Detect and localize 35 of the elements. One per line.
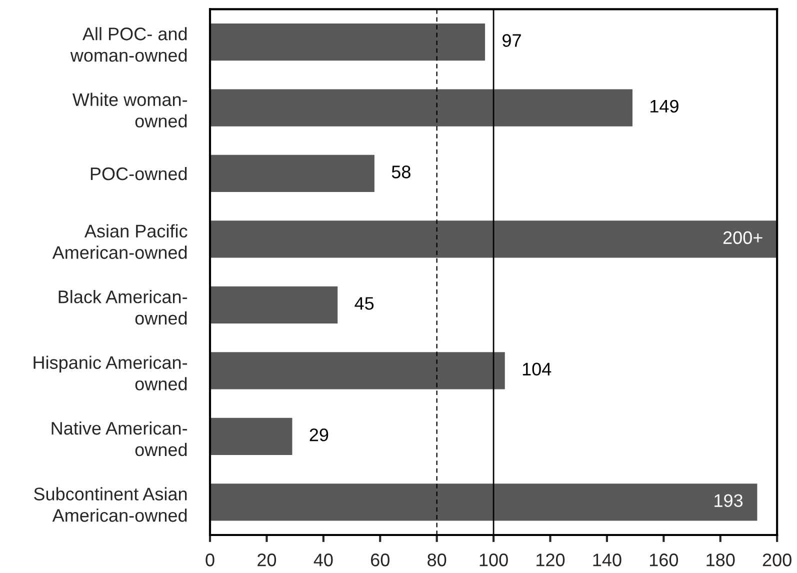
y-tick-label: Hispanic American- owned: [34, 356, 187, 390]
x-tick-label: 180: [706, 554, 735, 566]
data-label: 104: [522, 362, 552, 376]
bar: [210, 154, 374, 192]
x-tick-label: 20: [258, 554, 276, 566]
data-label: 193: [714, 494, 743, 507]
x-tick-label: 40: [314, 554, 333, 566]
x-tick-label: 160: [650, 554, 678, 566]
bar: [210, 418, 292, 455]
bar: [210, 352, 505, 390]
data-label: 200+: [723, 231, 762, 244]
y-tick-label: Subcontinent Asian American-owned: [34, 487, 187, 522]
y-tick-label: Asian Pacific American-owned: [52, 224, 188, 259]
bar: [210, 484, 758, 521]
data-label: 58: [392, 166, 410, 178]
y-tick-label: Black American- owned: [58, 290, 187, 325]
data-label: 45: [354, 297, 374, 310]
x-tick-label: 0: [206, 554, 214, 566]
x-tick-label: 60: [371, 554, 390, 566]
x-tick-label: 200: [762, 554, 792, 566]
data-label: 29: [310, 428, 328, 442]
y-tick-label: Native American- owned: [52, 421, 187, 456]
y-tick-label: POC-owned: [90, 166, 187, 180]
y-tick-label: All POC- and woman-owned: [70, 27, 187, 62]
y-tick-label: White woman- owned: [72, 92, 187, 128]
x-tick-label: 120: [536, 554, 565, 566]
data-label: 97: [502, 34, 521, 47]
data-label: 149: [650, 100, 678, 113]
bar: [210, 89, 632, 126]
bar: [210, 23, 486, 61]
x-tick-label: 100: [480, 554, 508, 566]
bar: [210, 286, 338, 324]
bar: [210, 220, 778, 258]
x-tick-label: 80: [428, 554, 446, 566]
x-tick-label: 140: [593, 554, 622, 566]
